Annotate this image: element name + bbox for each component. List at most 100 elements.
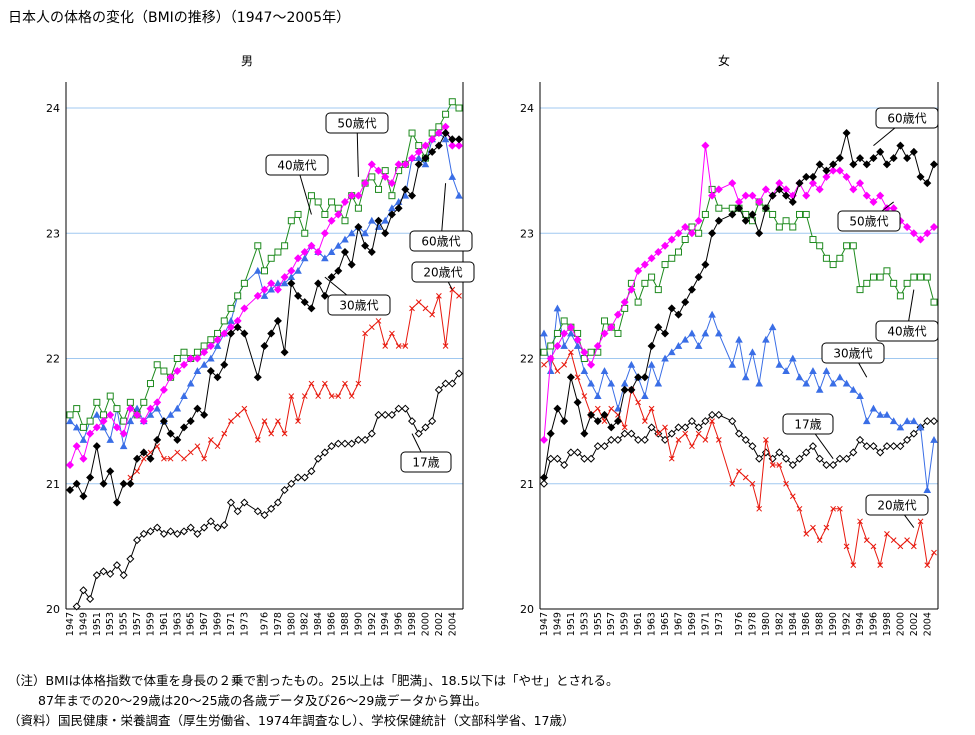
data-point (140, 398, 148, 406)
data-point (687, 417, 696, 426)
data-point (849, 185, 858, 194)
data-point (654, 286, 662, 294)
callout-box (821, 342, 885, 364)
series-age50 (539, 141, 939, 444)
data-point (539, 479, 549, 488)
data-point (910, 543, 917, 550)
data-point (200, 348, 209, 357)
x-tick-label: 1998 (882, 612, 893, 636)
data-point (253, 291, 262, 300)
data-point (835, 154, 844, 163)
data-point (627, 429, 636, 438)
data-point (361, 179, 370, 188)
data-point (153, 398, 162, 407)
data-point (300, 248, 309, 257)
data-point (281, 242, 289, 250)
data-point (401, 404, 410, 413)
data-point (65, 486, 75, 495)
callout-age17: 17歳 (400, 433, 452, 473)
data-point (166, 410, 175, 418)
data-point (213, 373, 222, 382)
callout-label: 40歳代 (277, 159, 316, 173)
data-point (568, 349, 574, 356)
data-point (560, 417, 569, 426)
data-point (566, 448, 575, 457)
data-point (454, 369, 464, 378)
data-point (328, 198, 336, 206)
data-point (869, 442, 878, 451)
data-point (735, 335, 743, 343)
data-point (221, 430, 228, 437)
data-point (837, 505, 843, 512)
data-point (904, 537, 910, 543)
x-tick-label: 1951 (566, 612, 577, 636)
data-point (561, 361, 568, 368)
data-point (160, 367, 168, 375)
data-point (593, 392, 602, 400)
data-point (587, 360, 596, 369)
data-point (86, 594, 95, 603)
x-tick-label: 1971 (700, 612, 711, 636)
data-point (99, 567, 108, 576)
data-point (728, 210, 737, 219)
x-tick-label: 1980 (286, 612, 297, 636)
callout-box (265, 154, 329, 176)
data-point (173, 529, 182, 538)
data-point (240, 329, 249, 338)
data-point (166, 373, 175, 382)
data-point (795, 179, 804, 188)
data-point (381, 229, 390, 238)
data-point (580, 429, 589, 438)
data-point (173, 404, 182, 412)
data-point (741, 216, 750, 225)
data-point (641, 392, 649, 400)
data-point (607, 323, 616, 332)
series-age20 (541, 349, 937, 569)
data-point (546, 429, 555, 438)
data-point (782, 454, 791, 463)
data-point (368, 216, 376, 224)
data-point (620, 385, 629, 394)
data-point (173, 435, 182, 444)
data-point (442, 343, 449, 349)
callout-box (875, 107, 939, 129)
data-point (273, 285, 282, 294)
data-point (822, 460, 831, 469)
series-line (543, 414, 934, 484)
data-point (755, 229, 764, 238)
data-point (414, 147, 423, 156)
data-point (749, 480, 756, 487)
data-point (647, 254, 656, 263)
data-point (146, 410, 155, 418)
data-point (661, 241, 670, 250)
data-point (560, 317, 568, 325)
data-point (761, 204, 770, 213)
callout-age60: 60歳代 (409, 183, 473, 252)
data-point (314, 454, 323, 463)
data-point (803, 530, 810, 537)
data-point (322, 380, 328, 387)
data-point (701, 260, 710, 269)
series-line (543, 145, 935, 440)
data-point (334, 241, 343, 249)
data-point (100, 411, 108, 419)
data-point (566, 323, 575, 332)
data-point (709, 418, 715, 424)
data-point (601, 317, 609, 325)
data-point (930, 435, 938, 443)
x-tick-label: 1982 (774, 612, 785, 636)
data-point (573, 398, 582, 407)
data-point (802, 191, 811, 200)
data-point (315, 393, 322, 399)
data-point (334, 266, 343, 275)
data-point (654, 323, 663, 332)
data-point (193, 404, 202, 413)
data-point (776, 462, 783, 468)
data-point (896, 141, 905, 150)
y-tick-label: 20 (46, 603, 60, 616)
data-point (782, 217, 790, 225)
data-point (929, 417, 939, 426)
data-point (389, 330, 395, 337)
data-point (674, 310, 683, 319)
